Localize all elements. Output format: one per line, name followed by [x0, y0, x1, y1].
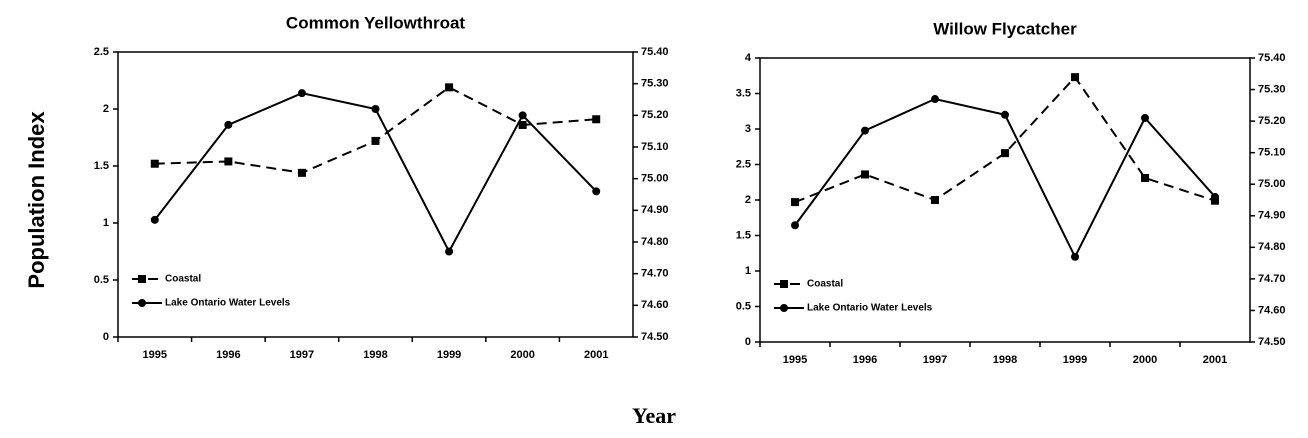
y-tick-label: 2.5: [736, 158, 751, 170]
y-tick-label: 4: [745, 52, 752, 64]
x-tick-label: 2001: [1203, 354, 1227, 366]
x-tick-label: 1997: [923, 354, 947, 366]
marker: [1071, 252, 1079, 261]
y2-tick-label: 74.70: [1258, 273, 1286, 285]
plot-area: [117, 51, 634, 338]
marker: [791, 198, 799, 207]
y2-tick-label: 75.20: [1258, 115, 1286, 127]
y2-tick-label: 75.00: [1258, 178, 1286, 190]
y2-tick-label: 75.30: [641, 78, 669, 90]
y2-tick-label: 74.80: [1258, 241, 1286, 253]
y2-tick-label: 75.40: [641, 46, 669, 58]
y-tick-label: 1: [103, 217, 109, 229]
x-tick-label: 1998: [363, 349, 387, 361]
y-tick-label: 0.5: [94, 274, 109, 286]
y-tick-label: 2: [103, 103, 109, 115]
marker: [518, 120, 527, 129]
marker: [445, 247, 454, 256]
y-tick-label: 2.5: [94, 46, 109, 58]
marker: [592, 187, 601, 196]
x-tick-label: 1998: [993, 354, 1017, 366]
marker: [780, 304, 788, 312]
marker: [371, 136, 380, 145]
y2-tick-label: 74.50: [1258, 336, 1286, 348]
y-tick-label: 1: [745, 265, 751, 277]
y-tick-label: 3.5: [736, 87, 751, 99]
y2-tick-label: 74.80: [641, 236, 669, 248]
marker: [445, 83, 454, 92]
marker: [138, 299, 146, 307]
legend-label: Coastal: [165, 274, 201, 285]
legend-label: Lake Ontario Water Levels: [807, 303, 933, 314]
chart-title: Common Yellowthroat: [286, 13, 465, 32]
marker: [371, 105, 380, 113]
marker: [791, 221, 799, 230]
marker: [138, 275, 146, 283]
chart-title: Willow Flycatcher: [933, 19, 1077, 38]
x-tick-label: 1995: [143, 349, 167, 361]
marker: [1001, 110, 1009, 119]
y2-tick-label: 75.20: [641, 109, 669, 121]
marker: [1001, 149, 1009, 158]
x-tick-label: 1996: [853, 354, 877, 366]
marker: [1071, 73, 1079, 82]
y2-tick-label: 74.60: [641, 299, 669, 311]
y2-tick-label: 75.30: [1258, 83, 1286, 95]
marker: [780, 280, 788, 288]
y2-tick-label: 74.60: [1258, 304, 1286, 316]
x-tick-label: 1997: [290, 349, 314, 361]
marker: [861, 126, 869, 135]
marker: [518, 111, 527, 120]
legend-label: Coastal: [807, 279, 843, 290]
y-tick-label: 0: [103, 331, 109, 343]
y-tick-label: 3: [745, 123, 751, 135]
marker: [150, 159, 159, 168]
y-tick-label: 0.5: [736, 300, 751, 312]
y2-tick-label: 75.10: [641, 141, 669, 153]
y-tick-label: 2: [745, 194, 751, 206]
y-axis-label: Population Index: [24, 111, 49, 289]
x-tick-label: 2001: [584, 349, 608, 361]
marker: [931, 196, 939, 204]
marker: [224, 120, 233, 129]
x-tick-label: 1999: [1063, 354, 1087, 366]
y-tick-label: 1.5: [736, 229, 751, 241]
y2-tick-label: 74.90: [1258, 210, 1286, 222]
marker: [297, 168, 306, 177]
y2-tick-label: 75.10: [1258, 147, 1286, 159]
x-tick-label: 1999: [437, 349, 461, 361]
y-tick-label: 0: [745, 336, 751, 348]
marker: [224, 157, 233, 166]
marker: [297, 89, 306, 98]
marker: [1211, 192, 1219, 201]
y2-tick-label: 74.90: [641, 204, 669, 216]
y2-tick-label: 75.40: [1258, 52, 1286, 64]
marker: [592, 115, 601, 124]
x-tick-label: 2000: [510, 349, 534, 361]
legend-label: Lake Ontario Water Levels: [165, 298, 291, 309]
x-tick-label: 1996: [216, 349, 240, 361]
x-tick-label: 1995: [783, 354, 807, 366]
x-tick-label: 2000: [1133, 354, 1157, 366]
y2-tick-label: 74.50: [641, 331, 669, 343]
y2-tick-label: 74.70: [641, 268, 669, 280]
marker: [1141, 113, 1149, 122]
x-axis-label: Year: [632, 403, 676, 428]
marker: [861, 170, 869, 179]
y-tick-label: 1.5: [94, 160, 109, 172]
marker: [150, 215, 159, 224]
y2-tick-label: 75.00: [641, 173, 669, 185]
marker: [1141, 173, 1149, 182]
marker: [931, 95, 939, 104]
